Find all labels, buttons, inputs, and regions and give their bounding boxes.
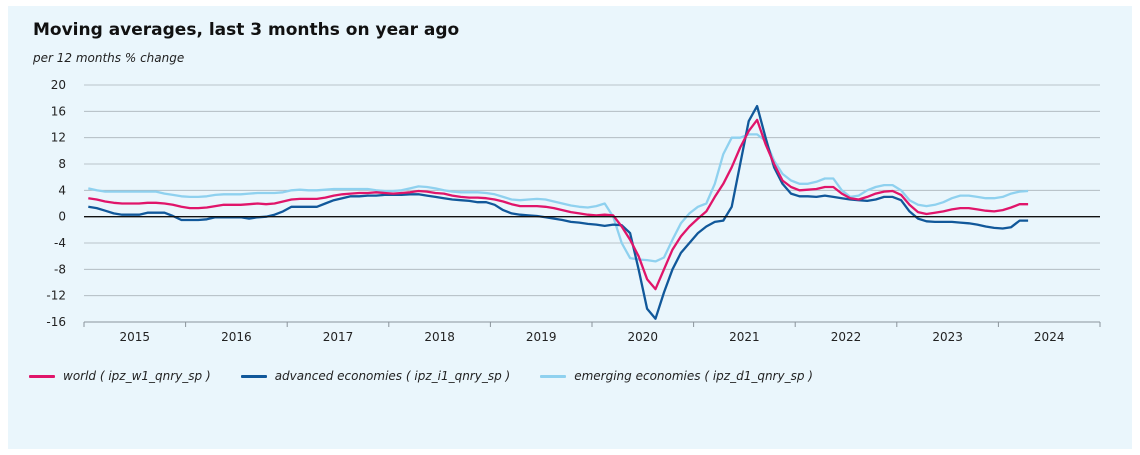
x-tick-label: 2020	[628, 330, 659, 344]
y-tick-label: -12	[46, 289, 66, 303]
legend-item: emerging economies ( ipz_d1_qnry_sp )	[540, 369, 813, 383]
y-tick-label: 0	[58, 210, 66, 224]
legend-label: world ( ipz_w1_qnry_sp )	[63, 369, 211, 383]
legend-swatch	[29, 374, 55, 378]
series-line	[88, 104, 1029, 320]
x-tick-label: 2021	[729, 330, 760, 344]
chart-title: Moving averages, last 3 months on year a…	[33, 20, 460, 40]
x-tick-label: 2022	[831, 330, 862, 344]
x-tick-label: 2016	[221, 330, 252, 344]
chart-panel	[8, 6, 1132, 449]
x-tick-label: 2019	[526, 330, 557, 344]
y-tick-label: -4	[54, 236, 66, 250]
legend-item: advanced economies ( ipz_i1_qnry_sp )	[240, 369, 511, 383]
x-tick-label: 2015	[120, 330, 151, 344]
legend-label: advanced economies ( ipz_i1_qnry_sp )	[274, 369, 511, 383]
y-tick-label: 12	[51, 131, 66, 145]
legend-label: emerging economies ( ipz_d1_qnry_sp )	[574, 369, 813, 383]
y-tick-label: 16	[51, 104, 66, 118]
y-tick-label: 20	[51, 78, 66, 92]
series-line	[88, 133, 1029, 263]
x-tick-label: 2023	[932, 330, 963, 344]
y-tick-label: -8	[54, 262, 66, 276]
series-line	[88, 118, 1029, 291]
y-tick-label: -16	[46, 315, 66, 329]
y-tick-label: 4	[58, 183, 66, 197]
legend-swatch	[540, 374, 567, 378]
legend-item: world ( ipz_w1_qnry_sp )	[29, 369, 211, 383]
x-tick-label: 2024	[1034, 330, 1065, 344]
y-tick-label: 8	[58, 157, 66, 171]
chart-legend: world ( ipz_w1_qnry_sp ) advanced economi…	[29, 369, 843, 383]
x-tick-label: 2018	[424, 330, 455, 344]
x-tick-label: 2017	[323, 330, 354, 344]
y-axis-unit-label: per 12 months % change	[33, 51, 185, 65]
legend-swatch	[240, 374, 267, 378]
